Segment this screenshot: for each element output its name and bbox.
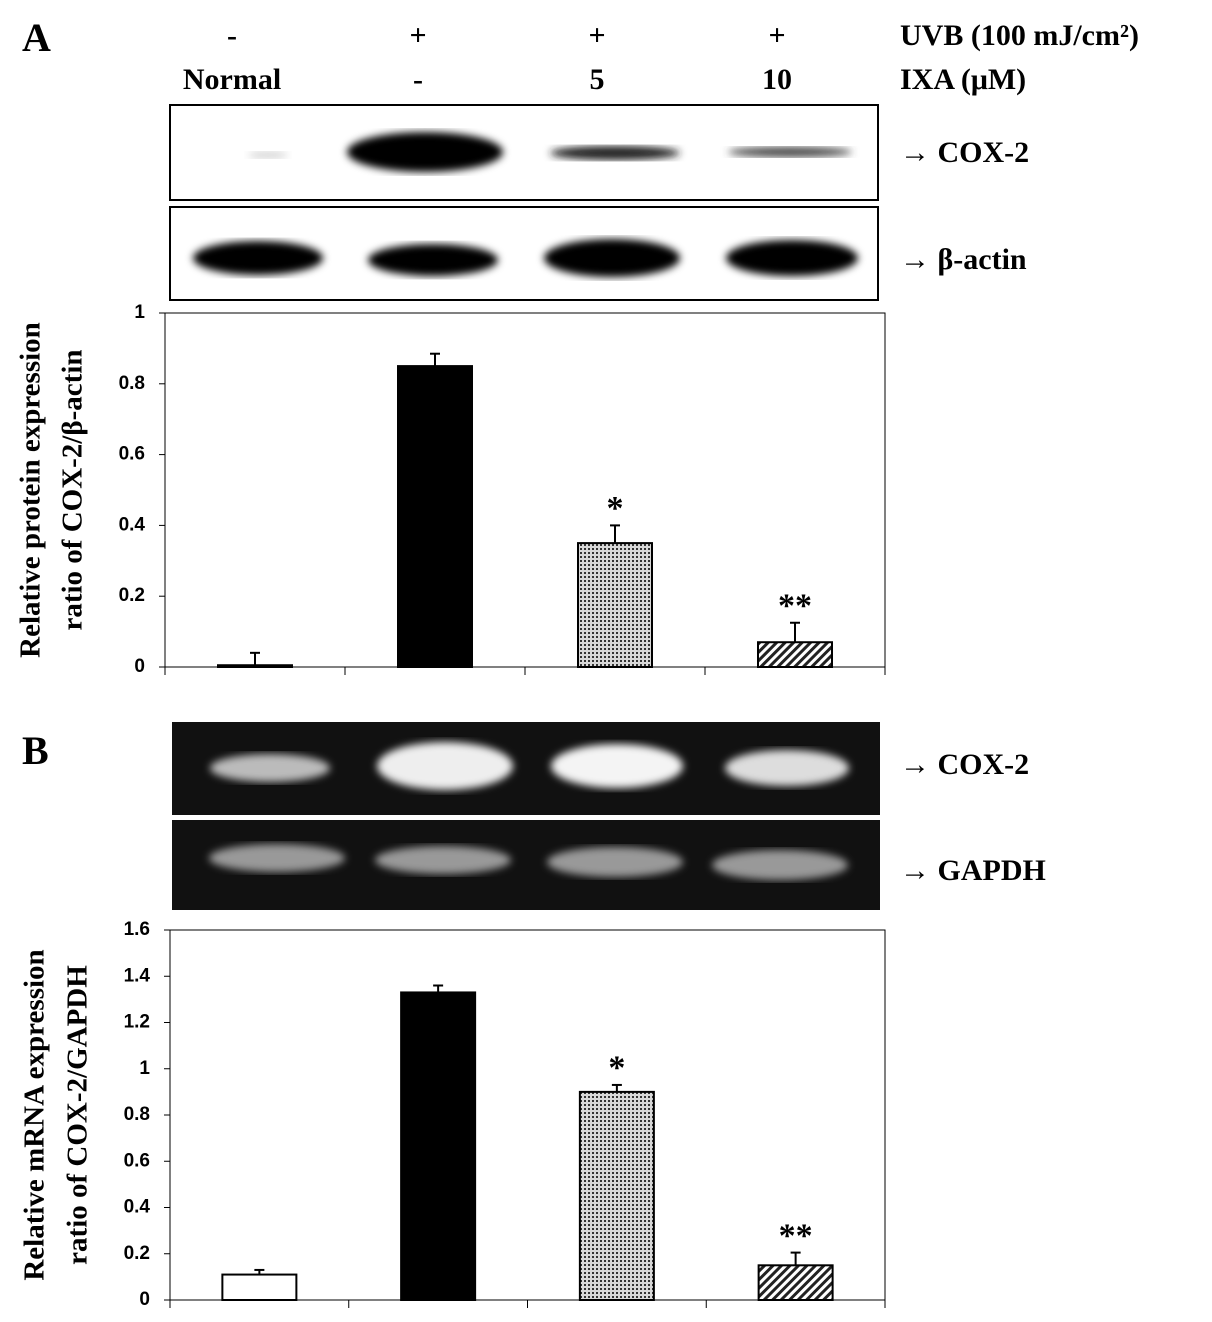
treatment-label: 10 [762, 63, 792, 96]
treatment-label: Normal [183, 63, 281, 96]
plot-frame [164, 312, 886, 668]
y-tick-label: 1.6 [124, 919, 150, 940]
bar [217, 664, 293, 668]
y-tick-label: 1.2 [124, 1012, 150, 1033]
blot-label: → COX-2 [900, 136, 1029, 169]
y-tick-label: 0.6 [124, 1150, 150, 1171]
bar [221, 1273, 298, 1301]
y-tick-label: 0.2 [124, 1243, 150, 1264]
y-tick-label: 1.4 [124, 965, 151, 986]
y-tick-label: 0.4 [119, 514, 146, 535]
treatment-label: + [409, 19, 426, 52]
y-axis-label: ratio of COX-2/β-actin [57, 349, 89, 630]
treatment-label: + [768, 19, 785, 52]
y-tick-label: 1 [134, 302, 145, 323]
y-axis-label: Relative mRNA expression [19, 949, 51, 1280]
treatment-label: - [413, 63, 423, 96]
blot-label: → GAPDH [900, 854, 1046, 887]
gel-image [172, 722, 880, 910]
y-axis-label: Relative protein expression [15, 322, 47, 658]
y-tick-label: 0 [134, 656, 145, 677]
panel-label: A [22, 15, 51, 60]
treatment-label: - [227, 19, 237, 52]
bar [757, 641, 833, 668]
bar [757, 1264, 834, 1301]
y-tick-label: 0.8 [124, 1104, 150, 1125]
y-tick-label: 0.2 [119, 585, 145, 606]
blot-label: → COX-2 [900, 748, 1029, 781]
y-axis-label: ratio of COX-2/GAPDH [62, 965, 94, 1265]
bar [578, 1090, 655, 1301]
significance-label: * [607, 490, 624, 527]
western-blot [169, 104, 879, 301]
treatment-label: UVB (100 mJ/cm²) [900, 19, 1139, 52]
bar [397, 365, 473, 668]
y-tick-label: 0 [139, 1289, 150, 1310]
treatment-label: + [588, 19, 605, 52]
y-tick-label: 0.8 [119, 373, 145, 394]
y-tick-label: 1 [139, 1058, 150, 1079]
y-tick-label: 0.6 [119, 444, 145, 465]
significance-label: ** [778, 588, 812, 625]
bar [400, 991, 477, 1301]
blot-label: → β-actin [900, 243, 1027, 276]
significance-label: ** [779, 1217, 813, 1254]
treatment-label: 5 [590, 63, 605, 96]
treatment-label: IXA (μM) [900, 63, 1026, 96]
panel-label: B [22, 728, 49, 773]
significance-label: * [608, 1050, 625, 1087]
bar [577, 542, 653, 668]
y-tick-label: 0.4 [124, 1197, 151, 1218]
